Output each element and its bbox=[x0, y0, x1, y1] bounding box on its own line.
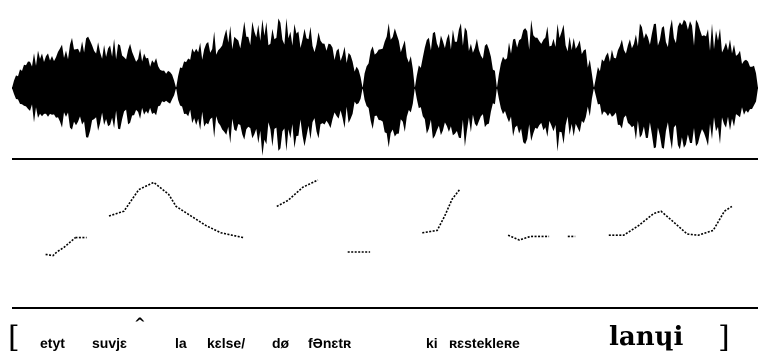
waveform bbox=[12, 18, 758, 156]
open-bracket: [ bbox=[8, 320, 20, 355]
word-lanyi: lanɥi bbox=[609, 322, 684, 352]
word-kelse: kɛlse/ bbox=[207, 335, 246, 351]
waveform-segment-5 bbox=[593, 19, 758, 150]
word-etyt: etyt bbox=[40, 335, 65, 351]
waveform-panel bbox=[12, 18, 758, 156]
word-do: dø bbox=[272, 335, 290, 351]
waveform-segment-1 bbox=[176, 18, 363, 156]
word-suvje: suvjɛ bbox=[92, 335, 127, 351]
pitch-contour-5 bbox=[422, 189, 461, 234]
waveform-segment-0 bbox=[12, 36, 177, 138]
close-bracket: ] bbox=[718, 320, 730, 355]
pitch-contour-6 bbox=[507, 234, 550, 241]
pitch-contour-8 bbox=[608, 205, 733, 237]
circumflex-mark: ^ bbox=[134, 316, 146, 332]
word-la: la bbox=[175, 335, 187, 351]
waveform-segment-4 bbox=[496, 19, 594, 152]
word-fenetr: fƏnɛtʀ bbox=[308, 335, 352, 351]
pitch-contours bbox=[45, 179, 733, 257]
pitch-contour-0 bbox=[45, 236, 76, 257]
panel-divider-top bbox=[12, 158, 758, 160]
pitch-panel bbox=[45, 179, 733, 257]
panel-divider-bottom bbox=[12, 307, 758, 309]
pitch-contour-3 bbox=[276, 179, 319, 208]
pitch-contour-2 bbox=[108, 181, 244, 239]
word-resteklere: ʀɛsteklеʀe bbox=[449, 335, 520, 351]
word-ki: ki bbox=[426, 335, 438, 351]
waveform-segment-3 bbox=[414, 23, 497, 147]
phonetic-transcription: [ etyt suvjɛ ^ la kɛlse/ dø fƏnɛtʀ ki ʀɛ… bbox=[0, 316, 768, 362]
waveform-segment-2 bbox=[362, 23, 415, 148]
